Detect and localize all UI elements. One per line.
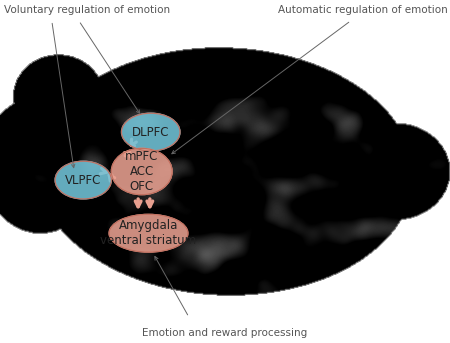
Text: Automatic regulation of emotion: Automatic regulation of emotion <box>278 5 448 15</box>
Text: DLPFC: DLPFC <box>132 126 170 139</box>
Text: Voluntary regulation of emotion: Voluntary regulation of emotion <box>4 5 171 15</box>
Ellipse shape <box>112 148 172 195</box>
Ellipse shape <box>109 214 188 252</box>
Ellipse shape <box>122 113 180 151</box>
Text: VLPFC: VLPFC <box>65 174 101 187</box>
Text: Emotion and reward processing: Emotion and reward processing <box>142 328 308 338</box>
Text: mPFC
ACC
OFC: mPFC ACC OFC <box>125 150 158 193</box>
Ellipse shape <box>55 161 112 199</box>
Text: Amygdala
ventral striatum: Amygdala ventral striatum <box>100 219 197 247</box>
